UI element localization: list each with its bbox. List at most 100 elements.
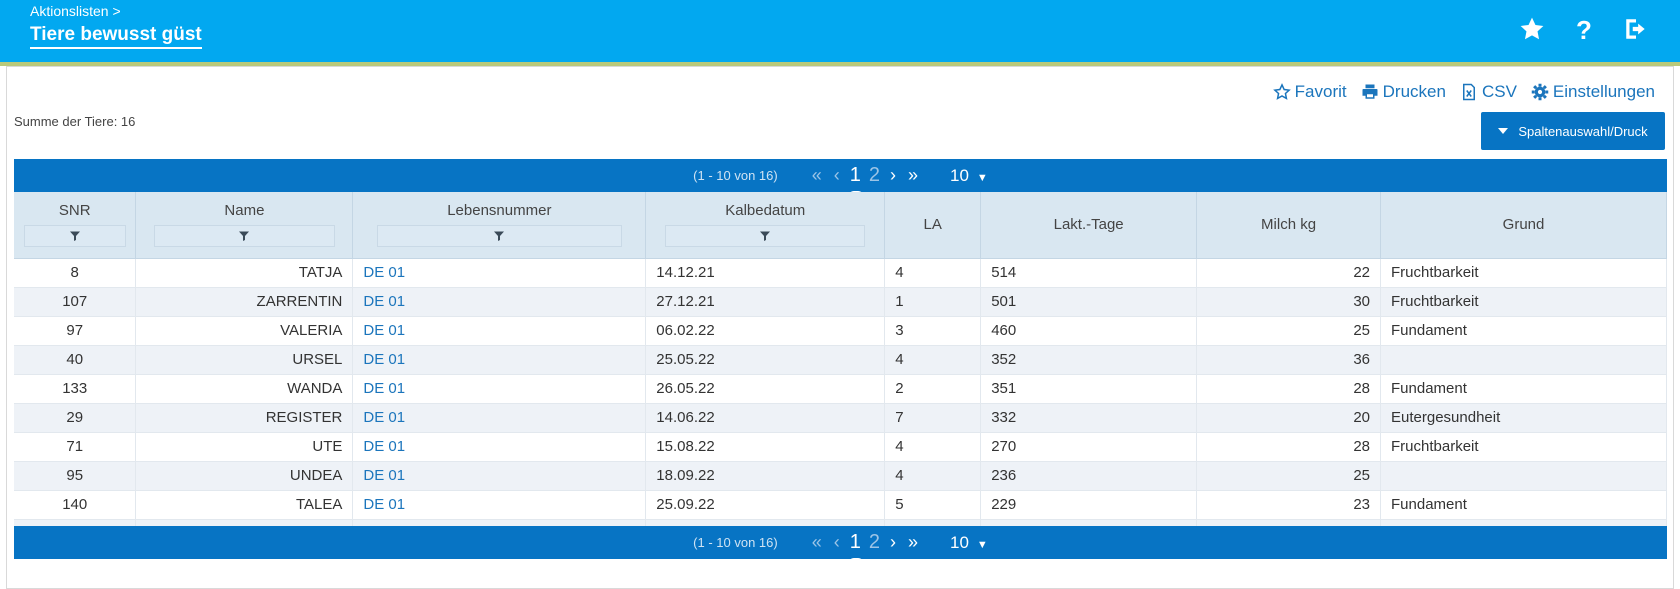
filter-snr[interactable] [23,225,126,248]
page-1-button[interactable]: 1 [847,164,864,197]
cell-lakt-tage: 229 [980,490,1198,520]
cell-name: WANDA [135,374,354,404]
cell-lebensnummer[interactable]: DE 01 [352,490,647,520]
column-header-label: Name [224,202,265,220]
cell-la: 7 [884,403,982,433]
prev-page-icon[interactable]: ‹ [833,165,840,185]
cell-lakt-tage: 351 [980,374,1198,404]
cell-la: 4 [884,432,982,462]
cell-kalbedatum: 06.02.22 [645,316,886,346]
cell-lakt-tage: 332 [980,403,1198,433]
column-header-label: Lebensnummer [447,202,552,220]
header-actions: ? [1518,16,1650,44]
table-row[interactable]: 71 UTE DE 01 15.08.22 4 270 28 Fruchtbarkeit [14,432,1667,462]
cell-la: 4 [884,345,982,375]
cell-milch-kg: 23 [1196,490,1382,520]
first-page-icon[interactable]: « [811,165,822,185]
drucken-label: Drucken [1382,82,1446,101]
table-row[interactable]: 95 UNDEA DE 01 18.09.22 4 236 25 [14,461,1667,491]
column-header-la[interactable]: LA [884,192,982,259]
column-selection-button[interactable]: Spaltenauswahl/Druck [1481,112,1665,150]
cell-la: 4 [884,461,982,491]
cell-lakt-tage: 352 [980,345,1198,375]
page-2-button[interactable]: 2 [868,531,880,553]
next-page-icon[interactable]: › [889,165,896,185]
csv-button[interactable]: CSV [1460,82,1517,102]
cell-lebensnummer[interactable]: DE 01 [352,316,647,346]
cell-kalbedatum: 26.05.22 [645,374,886,404]
cell-lebensnummer[interactable]: DE 01 [352,432,647,462]
breadcrumb[interactable]: Aktionslisten > [30,3,121,19]
help-icon[interactable]: ? [1576,15,1592,45]
cell-lebensnummer[interactable]: DE 01 [352,287,647,317]
table-row[interactable]: 107 ZARRENTIN DE 01 27.12.21 1 501 30 Fruchtbar… [14,287,1667,317]
cell-lakt-tage: 514 [980,258,1198,288]
table-row[interactable]: 29 REGISTER DE 01 14.06.22 7 332 20 Eutergesund… [14,403,1667,433]
rows-per-page-dropdown[interactable]: 10 ▼ [950,533,988,553]
column-header-label: Kalbedatum [725,202,806,220]
column-header-grund[interactable]: Grund [1380,192,1667,259]
cell-lebensnummer[interactable]: DE 01 [352,345,647,375]
column-header-snr[interactable]: SNR [14,192,137,259]
table-row[interactable]: 40 URSEL DE 01 25.05.22 4 352 36 [14,345,1667,375]
table-row[interactable]: 140 TALEA DE 01 25.09.22 5 229 23 Fundament [14,490,1667,520]
table-row[interactable]: 133 WANDA DE 01 26.05.22 2 351 28 Fundament [14,374,1667,404]
cell-kalbedatum: 18.09.22 [645,461,886,491]
filter-name[interactable] [153,225,336,248]
page-1-button[interactable]: 1 [847,531,864,564]
cell-kalbedatum: 14.06.22 [645,403,886,433]
column-header-lakt-tage[interactable]: Lakt.-Tage [980,192,1198,259]
animal-count-summary: Summe der Tiere: 16 [14,114,136,129]
filter-kalbedatum[interactable] [665,225,866,248]
filter-icon [239,231,250,242]
filter-icon [760,231,771,242]
cell-snr: 97 [14,316,137,346]
toolbar: Favorit Drucken CSV Einstellungen [1272,82,1655,102]
prev-page-icon[interactable]: ‹ [833,532,840,552]
column-header-milch-kg[interactable]: Milch kg [1196,192,1382,259]
page-report: (1 - 10 von 16) [693,168,778,183]
star-icon[interactable] [1518,16,1546,44]
column-header-kalbedatum[interactable]: Kalbedatum [645,192,886,259]
cell-kalbedatum: 15.08.22 [645,432,886,462]
cell-la: 3 [884,316,982,346]
column-header-label: SNR [58,202,91,220]
drucken-button[interactable]: Drucken [1361,82,1446,102]
cell-lebensnummer[interactable]: DE 01 [352,461,647,491]
column-selection-label: Spaltenauswahl/Druck [1518,123,1648,139]
table-header-row: SNR Name Lebensnummer Kalbedatum LA Lakt… [14,192,1667,259]
rows-per-page-dropdown[interactable]: 10 ▼ [950,166,988,186]
cell-lebensnummer[interactable]: DE 01 [352,258,647,288]
column-header-lebensnummer[interactable]: Lebensnummer [352,192,647,259]
cell-name: TALEA [135,490,354,520]
cell-grund: Fruchtbarkeit [1380,258,1667,288]
cell-grund: Fundament [1380,316,1667,346]
table-row[interactable]: 97 VALERIA DE 01 06.02.22 3 460 25 Fundament [14,316,1667,346]
cell-lakt-tage: 501 [980,287,1198,317]
cell-milch-kg: 25 [1196,316,1382,346]
excel-file-icon [1462,83,1475,101]
favorit-button[interactable]: Favorit [1272,82,1347,102]
logout-icon[interactable] [1622,16,1650,44]
cell-snr: 8 [14,258,137,288]
cell-lebensnummer[interactable]: DE 01 [352,403,647,433]
caret-down-icon [1498,128,1509,134]
last-page-icon[interactable]: » [907,532,918,552]
cell-grund: Fundament [1380,374,1667,404]
first-page-icon[interactable]: « [811,532,822,552]
cell-milch-kg: 22 [1196,258,1382,288]
table-row[interactable]: 8 TATJA DE 01 14.12.21 4 514 22 Fruchtbarkeit [14,258,1667,288]
last-page-icon[interactable]: » [907,165,918,185]
einstellungen-button[interactable]: Einstellungen [1531,82,1655,102]
cell-name: UTE [135,432,354,462]
column-header-name[interactable]: Name [135,192,354,259]
cell-grund: Fundament [1380,490,1667,520]
cell-name: REGISTER [135,403,354,433]
cell-lebensnummer[interactable]: DE 01 [352,374,647,404]
einstellungen-label: Einstellungen [1552,82,1655,101]
cell-name: VALERIA [135,316,354,346]
filter-lebensnummer[interactable] [376,225,622,248]
cell-milch-kg: 28 [1196,374,1382,404]
page-2-button[interactable]: 2 [868,164,880,186]
next-page-icon[interactable]: › [889,532,896,552]
